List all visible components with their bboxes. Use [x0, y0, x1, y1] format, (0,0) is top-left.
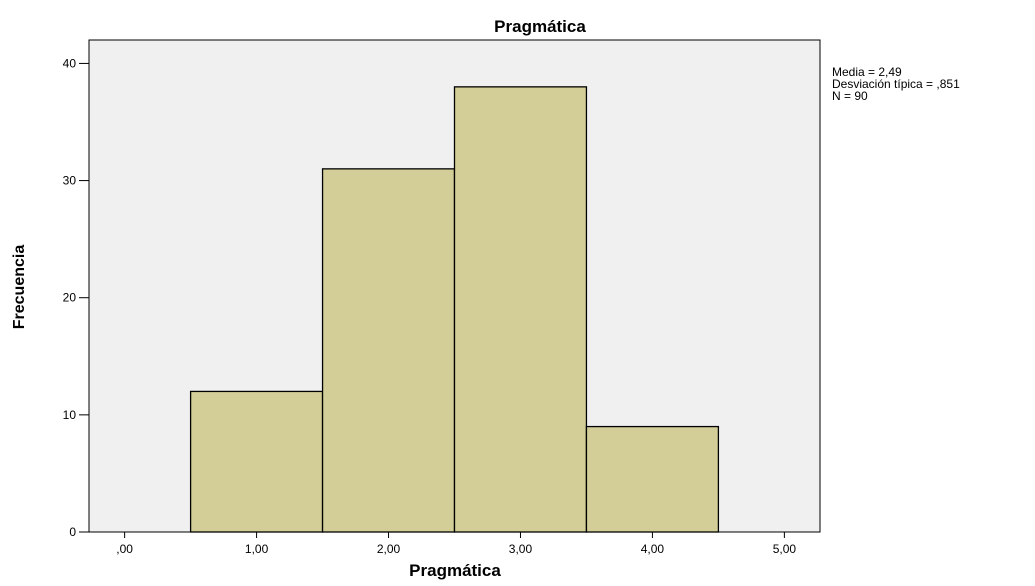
x-tick-label-5: 5,00	[773, 542, 797, 556]
x-tick-label-4: 4,00	[641, 542, 665, 556]
stat-n: N = 90	[832, 89, 868, 103]
x-tick-label-1: 1,00	[245, 542, 269, 556]
x-tick-label-3: 3,00	[509, 542, 533, 556]
histogram-bar-2	[453, 86, 588, 533]
histogram-bar-3	[585, 425, 720, 533]
y-tick-label-3: 30	[63, 174, 77, 188]
y-tick-label-4: 40	[63, 56, 77, 70]
x-tick-label-0: ,00	[116, 542, 133, 556]
y-tick-label-0: 0	[69, 525, 76, 539]
y-axis-label: Frecuencia	[11, 245, 28, 330]
y-tick-label-1: 10	[63, 408, 77, 422]
y-tick-label-2: 20	[63, 291, 77, 305]
x-tick-label-2: 2,00	[377, 542, 401, 556]
stat-mean: Media = 2,49	[832, 65, 902, 79]
chart-title: Pragmática	[494, 17, 586, 36]
stat-std-dev: Desviación típica = ,851	[832, 77, 960, 91]
histogram-bar-0	[189, 390, 324, 533]
summary-statistics: Media = 2,49 Desviación típica = ,851 N …	[832, 65, 960, 103]
x-axis-label: Pragmática	[409, 561, 501, 580]
histogram-bar-1	[321, 168, 456, 533]
